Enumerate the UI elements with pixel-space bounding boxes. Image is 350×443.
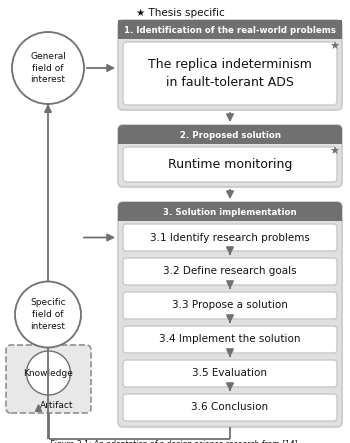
FancyBboxPatch shape (123, 224, 337, 251)
Text: Artifact: Artifact (40, 401, 73, 411)
Text: 3.3 Propose a solution: 3.3 Propose a solution (172, 300, 288, 311)
Bar (118, 30, 342, 39)
Text: 3. Solution implementation: 3. Solution implementation (163, 207, 297, 217)
Bar (118, 20, 342, 39)
FancyBboxPatch shape (118, 125, 342, 144)
Text: Figure 2.1: An adaptation of a design science research from [14].: Figure 2.1: An adaptation of a design sc… (50, 440, 300, 443)
FancyBboxPatch shape (118, 125, 342, 187)
Circle shape (15, 281, 81, 347)
Text: Runtime monitoring: Runtime monitoring (168, 158, 292, 171)
Circle shape (27, 351, 70, 395)
Text: 3.6 Conclusion: 3.6 Conclusion (191, 403, 268, 412)
Text: Knowledge: Knowledge (23, 369, 74, 377)
Text: ★: ★ (329, 42, 339, 52)
Bar (118, 135, 342, 144)
FancyBboxPatch shape (118, 20, 342, 39)
FancyBboxPatch shape (123, 42, 337, 105)
Text: Specific
field of
interest: Specific field of interest (30, 298, 66, 331)
FancyBboxPatch shape (123, 394, 337, 421)
Text: General
field of
interest: General field of interest (30, 52, 66, 84)
Text: ★ Thesis specific: ★ Thesis specific (136, 8, 225, 18)
FancyBboxPatch shape (118, 20, 342, 110)
Text: ★: ★ (329, 147, 339, 157)
FancyBboxPatch shape (123, 360, 337, 387)
Text: 3.4 Implement the solution: 3.4 Implement the solution (159, 334, 301, 345)
Text: 3.5 Evaluation: 3.5 Evaluation (193, 369, 267, 378)
Text: 3.2 Define research goals: 3.2 Define research goals (163, 267, 297, 276)
FancyBboxPatch shape (123, 258, 337, 285)
FancyBboxPatch shape (123, 292, 337, 319)
FancyBboxPatch shape (118, 202, 342, 221)
Text: 2. Proposed solution: 2. Proposed solution (180, 131, 280, 140)
Bar (118, 212, 342, 221)
FancyBboxPatch shape (118, 202, 342, 427)
Text: The replica indeterminism
in fault-tolerant ADS: The replica indeterminism in fault-toler… (148, 58, 312, 89)
FancyBboxPatch shape (6, 345, 91, 413)
Text: 3.1 Identify research problems: 3.1 Identify research problems (150, 233, 310, 242)
Text: 1. Identification of the real-world problems: 1. Identification of the real-world prob… (124, 26, 336, 35)
Circle shape (12, 32, 84, 104)
FancyBboxPatch shape (123, 326, 337, 353)
FancyBboxPatch shape (123, 147, 337, 182)
